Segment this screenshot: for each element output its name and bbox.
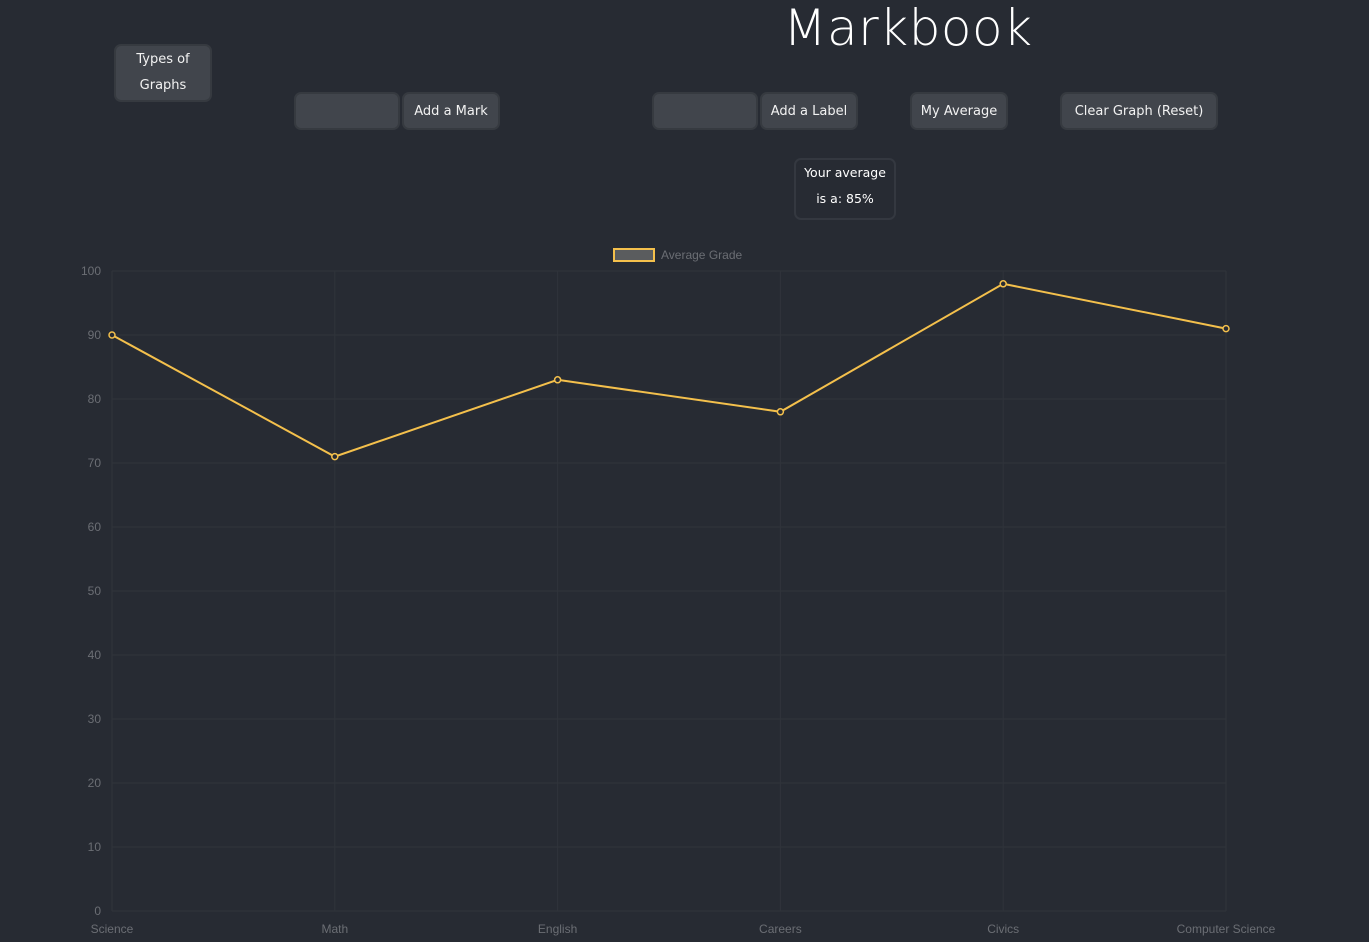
x-tick-label: Science — [91, 922, 134, 936]
x-tick-label: Civics — [987, 922, 1019, 936]
x-tick-label: English — [538, 922, 577, 936]
data-point — [331, 452, 339, 461]
y-tick-label: 0 — [94, 904, 101, 918]
data-point — [1222, 324, 1230, 333]
y-tick-label: 20 — [88, 776, 102, 790]
x-tick-label: Math — [321, 922, 348, 936]
y-tick-label: 30 — [88, 712, 102, 726]
y-tick-label: 10 — [88, 840, 102, 854]
y-tick-label: 80 — [88, 392, 102, 406]
data-point — [553, 376, 562, 384]
add-label-button[interactable]: Add a Label — [760, 92, 858, 130]
x-tick-label: Computer Science — [1177, 922, 1276, 936]
legend-swatch — [613, 248, 655, 262]
page-title: Markbook — [783, 0, 1033, 57]
my-average-button[interactable]: My Average — [910, 92, 1008, 130]
data-point — [776, 408, 785, 416]
data-point — [108, 331, 116, 339]
line-chart: 0 10 20 30 40 50 60 70 80 90 100 Science Math English… — [81, 248, 1276, 936]
label-input[interactable] — [652, 92, 758, 130]
y-tick-label: 50 — [88, 584, 102, 598]
data-point — [999, 280, 1007, 288]
y-tick-label: 40 — [88, 648, 102, 662]
legend-label: Average Grade — [661, 248, 742, 262]
mark-input[interactable] — [294, 92, 400, 130]
y-tick-label: 70 — [88, 456, 102, 470]
y-tick-label: 100 — [81, 264, 101, 278]
series-line-average-grade — [111, 282, 1227, 458]
clear-graph-button[interactable]: Clear Graph (Reset) — [1060, 92, 1218, 130]
add-mark-button[interactable]: Add a Mark — [402, 92, 500, 130]
average-display: Your average is a: 85% — [794, 158, 896, 220]
y-tick-label: 90 — [88, 328, 102, 342]
types-of-graphs-button[interactable]: Types of Graphs — [114, 44, 212, 102]
y-tick-label: 60 — [88, 520, 102, 534]
x-tick-label: Careers — [759, 922, 802, 936]
